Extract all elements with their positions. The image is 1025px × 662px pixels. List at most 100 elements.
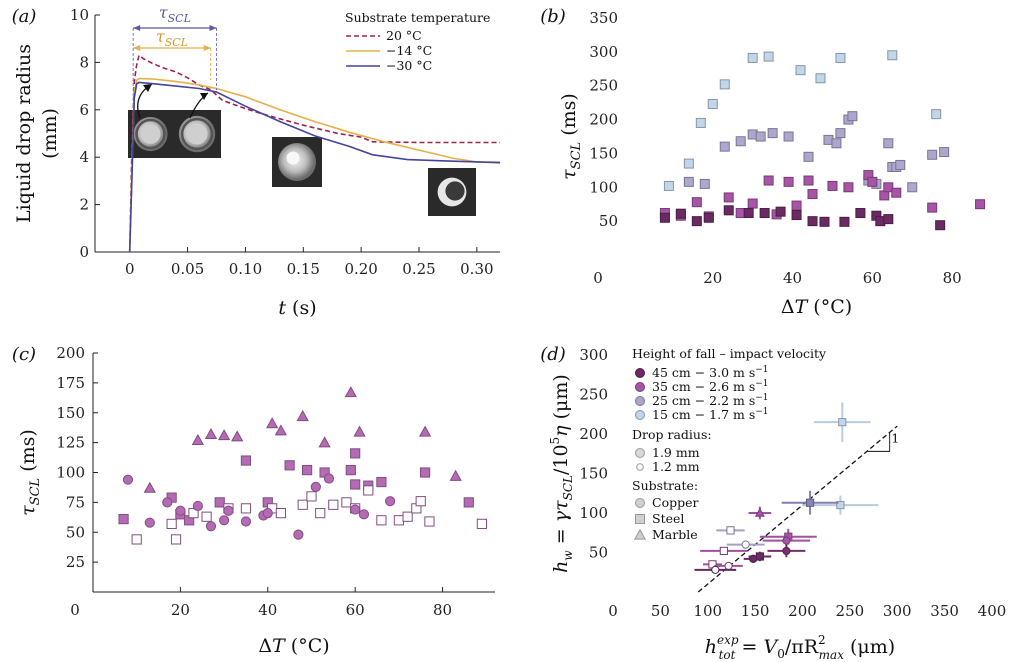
data-point	[907, 182, 918, 193]
data-point	[895, 159, 906, 170]
data-point	[463, 497, 474, 508]
legend-label-sup: −1	[755, 365, 768, 375]
y-tick-label: 75	[66, 493, 85, 511]
data-point	[791, 200, 802, 211]
arrow-2-head	[200, 93, 208, 100]
data-point	[284, 460, 295, 471]
y-tick-label: 150	[56, 404, 85, 422]
data-point	[747, 198, 758, 209]
data-point	[726, 540, 765, 549]
data-point	[867, 176, 878, 187]
data-point	[716, 526, 745, 535]
data-point	[735, 136, 746, 147]
y-tick-label: 10	[70, 6, 89, 24]
legend-label: 15 cm − 1.7 m s−1	[652, 407, 769, 422]
data-point	[240, 503, 252, 514]
data-point	[162, 497, 173, 508]
data-point	[803, 175, 814, 186]
series-steel-filled	[118, 448, 474, 526]
y-tick-label: 0	[79, 243, 89, 261]
data-point	[781, 490, 839, 515]
x-tick-label: 0.10	[229, 260, 262, 278]
data-marker	[782, 536, 791, 545]
legend-title: Substrate temperature	[345, 10, 490, 25]
legend-swatch	[635, 368, 645, 378]
x-tick-label: 0	[608, 602, 618, 620]
panel-label-c: (c)	[12, 344, 36, 365]
tau-label-outer: τSCL	[159, 3, 191, 25]
y-tick-label: 200	[589, 111, 618, 129]
data-point	[694, 565, 737, 574]
data-point	[883, 214, 894, 225]
data-point	[402, 511, 413, 522]
data-point	[419, 467, 431, 478]
data-point	[839, 216, 850, 227]
panel-d: (d) 50 100 150 200 250 300 0 50 100 150 200 250 300 35…	[540, 344, 1006, 662]
data-point	[855, 208, 866, 219]
data-point	[695, 117, 706, 128]
data-point	[170, 534, 182, 545]
data-point	[791, 210, 802, 221]
data-point	[719, 79, 730, 90]
y-tick-label: 6	[79, 101, 89, 119]
x-tick-label: 0	[125, 260, 135, 278]
slope-label: 1	[891, 431, 899, 446]
data-marker	[724, 561, 733, 571]
data-point	[297, 499, 308, 510]
y-axis-title: hw = γτSCL/105η (μm)	[548, 374, 575, 573]
legend-title: Height of fall – impact velocity	[632, 346, 827, 361]
y-tick-label: 250	[589, 77, 618, 95]
x-axis-title-unit: (s)	[286, 297, 317, 319]
data-point	[802, 495, 879, 515]
data-point	[714, 561, 743, 571]
substrate-label: Steel	[652, 511, 684, 526]
data-point	[762, 532, 811, 549]
series-copper	[122, 473, 396, 540]
x-axis-title: ΔT (°C)	[258, 635, 329, 657]
data-point	[883, 138, 894, 149]
data-point	[887, 50, 898, 61]
radius-title: Drop radius:	[632, 427, 712, 442]
y-tick-label: 200	[56, 344, 85, 362]
y-tick-label: 100	[589, 178, 618, 196]
data-point	[748, 506, 772, 520]
radius-label: 1.9 mm	[652, 445, 700, 460]
y-tick-label: 50	[589, 544, 608, 562]
x-tick-label: 0.25	[402, 260, 435, 278]
x-tick-label: 40	[783, 269, 802, 287]
x-tick-label: 80	[943, 269, 962, 287]
y-axis-title: τSCL (ms)	[558, 93, 584, 180]
data-point	[274, 424, 288, 436]
data-point	[815, 73, 826, 84]
drop-core	[140, 124, 161, 144]
data-point	[927, 202, 938, 213]
data-point	[205, 521, 217, 532]
inset-photo	[173, 110, 221, 158]
inset-photo	[272, 137, 322, 187]
data-point	[350, 479, 361, 490]
y-tick-label: 150	[579, 465, 608, 483]
y-axis-title: Liquid drop radius (mm)	[13, 44, 61, 223]
series-steel-open	[131, 485, 487, 545]
data-point	[763, 51, 774, 62]
substrate-swatch	[635, 514, 645, 524]
y-tick-label: 150	[589, 144, 618, 162]
data-marker	[782, 546, 791, 556]
data-point	[723, 205, 734, 216]
x-tick-label: 60	[346, 601, 365, 619]
data-point	[763, 175, 774, 186]
legend-label-sup: −1	[755, 379, 768, 389]
data-point	[939, 147, 950, 158]
x-tick-label: 300	[883, 602, 912, 620]
data-point	[759, 208, 770, 219]
y-tick-label: 50	[599, 212, 618, 230]
x-tick-label: 80	[433, 601, 452, 619]
x-tick-label: 150	[741, 602, 770, 620]
data-point	[204, 427, 218, 439]
data-marker	[726, 526, 735, 535]
y-axis-title-line2: (mm)	[39, 108, 61, 159]
y-axis-title: τSCL (ms)	[17, 429, 43, 516]
data-point	[175, 505, 186, 516]
panel-b: (b) 50 100 150 200 250 300 350 0 20 40 60 80 ΔT (°C) τ…	[540, 6, 986, 318]
data-point	[192, 500, 203, 512]
